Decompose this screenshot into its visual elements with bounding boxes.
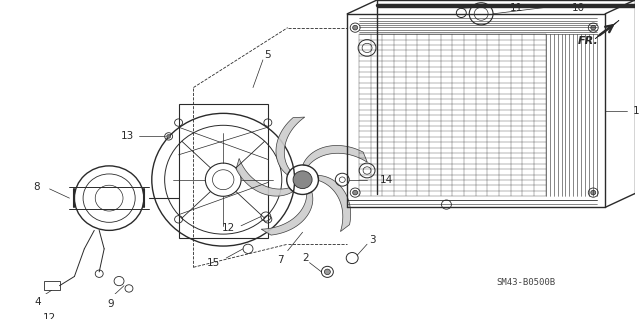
Circle shape <box>591 25 596 30</box>
Text: SM43-B0500B: SM43-B0500B <box>496 278 556 287</box>
Text: 1: 1 <box>633 106 639 115</box>
Text: 4: 4 <box>35 297 41 307</box>
Text: 9: 9 <box>108 299 115 309</box>
Text: FR.: FR. <box>577 35 598 46</box>
Text: 13: 13 <box>120 131 134 141</box>
Text: 3: 3 <box>369 234 375 245</box>
Circle shape <box>324 269 330 275</box>
Text: 5: 5 <box>264 50 271 60</box>
Polygon shape <box>261 192 313 235</box>
Text: 7: 7 <box>278 255 284 265</box>
Text: 12: 12 <box>43 313 56 319</box>
Text: 2: 2 <box>302 253 309 263</box>
Polygon shape <box>236 159 293 196</box>
Circle shape <box>591 190 596 195</box>
Bar <box>179 104 268 238</box>
Circle shape <box>293 171 312 189</box>
Text: 14: 14 <box>380 175 393 185</box>
Text: 11: 11 <box>510 3 524 13</box>
Circle shape <box>166 135 171 138</box>
Bar <box>44 281 60 290</box>
Polygon shape <box>317 175 351 232</box>
Text: 15: 15 <box>207 258 220 268</box>
Polygon shape <box>303 145 367 166</box>
Text: 8: 8 <box>33 182 40 192</box>
Text: 10: 10 <box>572 3 585 13</box>
Circle shape <box>353 190 358 195</box>
Polygon shape <box>276 117 305 175</box>
Text: 12: 12 <box>221 223 235 233</box>
Circle shape <box>353 25 358 30</box>
Polygon shape <box>595 20 619 39</box>
